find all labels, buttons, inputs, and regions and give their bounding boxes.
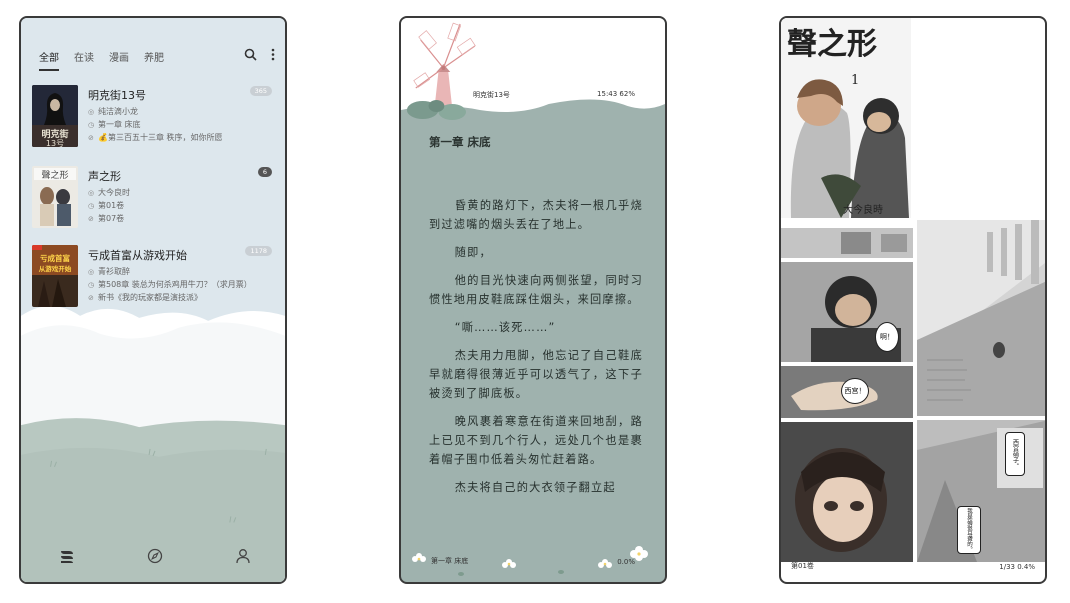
book-latest-line: ⊘ 💰第三百五十三章 秩序，如你所愿 (88, 132, 223, 143)
bottom-navigation (21, 544, 285, 568)
manga-panel-hand (781, 366, 913, 418)
reader-status: 15:43 62% (597, 90, 635, 98)
manga-panel-strip (781, 228, 913, 258)
bookshelf-nav-icon[interactable] (59, 548, 75, 564)
paragraph: 他的目光快速向两侧张望，同时习惯性地用皮鞋底踩住烟头，来回摩擦。 (429, 274, 643, 306)
book-author-line: ◎ 纯洁滴小龙 (88, 106, 138, 117)
search-icon[interactable] (244, 48, 257, 61)
paragraph: 晚风裹着寒意在街道来回地刮，路上已见不到几个行人，远处几个也是裹着帽子围巾低着头… (429, 415, 643, 466)
tab-all[interactable]: 全部 (39, 49, 59, 71)
book-item[interactable]: 聲之形 声之形 6 ◎ 大今良时 ◷ 第01卷 ⊘ 第07卷 (32, 166, 272, 230)
speech-bubble: 西宫！ (841, 378, 869, 404)
reader-book-title: 明克街13号 (473, 91, 510, 99)
reader-screen[interactable]: 明克街13号 15:43 62% 第一章 床底 昏黄的路灯下，杰夫将一根几乎烧到… (399, 16, 667, 584)
manga-cover-title: 聲之形 (787, 27, 877, 62)
book-cover: 聲之形 (32, 166, 78, 228)
tab-comics[interactable]: 漫画 (109, 53, 129, 64)
book-title: 明克街13号 (88, 89, 146, 102)
author-icon: ◎ (88, 189, 95, 197)
book-author: 大今良时 (98, 188, 130, 197)
manga-volume-number: 1 (851, 73, 859, 88)
unread-badge: 365 (249, 86, 272, 96)
latest-chapter-icon: ⊘ (88, 134, 94, 142)
unread-badge: 1178 (245, 246, 272, 256)
profile-nav-icon[interactable] (235, 548, 251, 564)
tab-fattening[interactable]: 养肥 (144, 53, 164, 64)
latest-chapter-icon: ⊘ (88, 294, 94, 302)
svg-text:亏成首富: 亏成首富 (40, 253, 70, 263)
footer-progress: 0.0% (617, 558, 635, 566)
clock-icon: ◷ (88, 121, 95, 129)
paragraph: 杰夫将自己的大衣领子翻立起 (454, 481, 616, 494)
latest-chapter-icon: ⊘ (88, 215, 94, 223)
footer-progress: 1/33 0.4% (999, 563, 1035, 571)
unread-badge: 6 (257, 167, 272, 177)
book-item[interactable]: 亏成首富 从游戏开始 亏成首富从游戏开始 1178 ◎ 青衫取醉 ◷ 第508章 装… (32, 245, 272, 309)
book-item[interactable]: 明克街 13号 明克街13号 365 ◎ 纯洁滴小龙 ◷ 第一章 床底 ⊘ 💰第三百五… (32, 85, 272, 149)
tab-reading[interactable]: 在读 (74, 53, 94, 64)
book-progress-line: ◷ 第一章 床底 (88, 119, 141, 130)
author-icon: ◎ (88, 268, 95, 276)
book-latest: 新书《我的玩家都是演技派》 (98, 293, 202, 302)
sky-background (21, 18, 285, 582)
paragraph: 随即， (454, 246, 492, 259)
author-icon: ◎ (88, 108, 95, 116)
book-latest: 💰第三百五十三章 秩序，如你所愿 (98, 133, 223, 142)
manga-panel-girl (781, 422, 913, 562)
book-progress: 第一章 床底 (98, 120, 141, 129)
svg-text:13号: 13号 (46, 139, 64, 147)
speech-bubble: 啊！ (875, 322, 899, 352)
manga-reader-screen[interactable]: 聲之形 1 大今良時 (779, 16, 1047, 584)
book-title: 声之形 (88, 170, 121, 183)
book-progress-line: ◷ 第01卷 (88, 200, 124, 211)
footer-volume: 第01卷 (791, 562, 814, 570)
book-title: 亏成首富从游戏开始 (88, 249, 187, 262)
manga-panel-classroom (781, 262, 913, 362)
chapter-content[interactable]: 昏黄的路灯下，杰夫将一根几乎烧到过滤嘴的烟头丢在了地上。 随即， 他的目光快速向… (429, 196, 643, 506)
book-author: 青衫取醉 (98, 267, 130, 276)
manga-cover-author: 大今良時 (843, 203, 883, 216)
svg-text:明克街: 明克街 (41, 128, 68, 140)
manga-panel-corridor (917, 220, 1045, 416)
footer-chapter: 第一章 床底 (431, 557, 469, 565)
compass-nav-icon[interactable] (147, 548, 163, 564)
book-progress: 第508章 装总为何杀鸡用牛刀？（求月票） (98, 280, 252, 289)
book-latest-line: ⊘ 第07卷 (88, 213, 124, 224)
top-actions (244, 48, 275, 61)
svg-text:从游戏开始: 从游戏开始 (39, 264, 72, 273)
svg-text:聲之形: 聲之形 (41, 169, 68, 181)
book-latest-line: ⊘ 新书《我的玩家都是演技派》 (88, 292, 202, 303)
book-progress: 第01卷 (98, 201, 125, 210)
clock-icon: ◷ (88, 202, 95, 210)
manga-cover-panel: 聲之形 1 大今良時 (781, 18, 911, 218)
book-author-line: ◎ 青衫取醉 (88, 266, 130, 277)
bookshelf-screen: 全部 在读 漫画 养肥 明克街 13号 明克街13号 365 ◎ 纯洁滴小龙 ◷ (19, 16, 287, 584)
windmill-header-illustration (401, 18, 665, 128)
book-cover: 明克街 13号 (32, 85, 78, 147)
book-cover: 亏成首富 从游戏开始 (32, 245, 78, 307)
more-options-icon[interactable] (271, 48, 275, 61)
paragraph: 昏黄的路灯下，杰夫将一根几乎烧到过滤嘴的烟头丢在了地上。 (429, 199, 643, 231)
speech-bubble: 西宫硝子。 (1005, 432, 1025, 476)
flower-footer-decoration (412, 546, 648, 576)
shelf-tabs: 全部 在读 漫画 养肥 (39, 49, 164, 71)
manga-panel-board (917, 420, 1045, 562)
paragraph: 杰夫用力甩脚，他忘记了自己鞋底早就磨得很薄近乎可以透气了，这下子被烫到了脚底板。 (429, 349, 643, 400)
chapter-title: 第一章 床底 (429, 135, 491, 149)
book-latest: 第07卷 (98, 214, 125, 223)
book-author: 纯洁滴小龙 (98, 107, 138, 116)
speech-bubble: 我是硝很耳聋的。 (957, 506, 981, 554)
book-author-line: ◎ 大今良时 (88, 187, 130, 198)
paragraph: “嘶……该死……” (454, 321, 556, 334)
clock-icon: ◷ (88, 281, 95, 289)
book-progress-line: ◷ 第508章 装总为何杀鸡用牛刀？（求月票） (88, 279, 252, 290)
